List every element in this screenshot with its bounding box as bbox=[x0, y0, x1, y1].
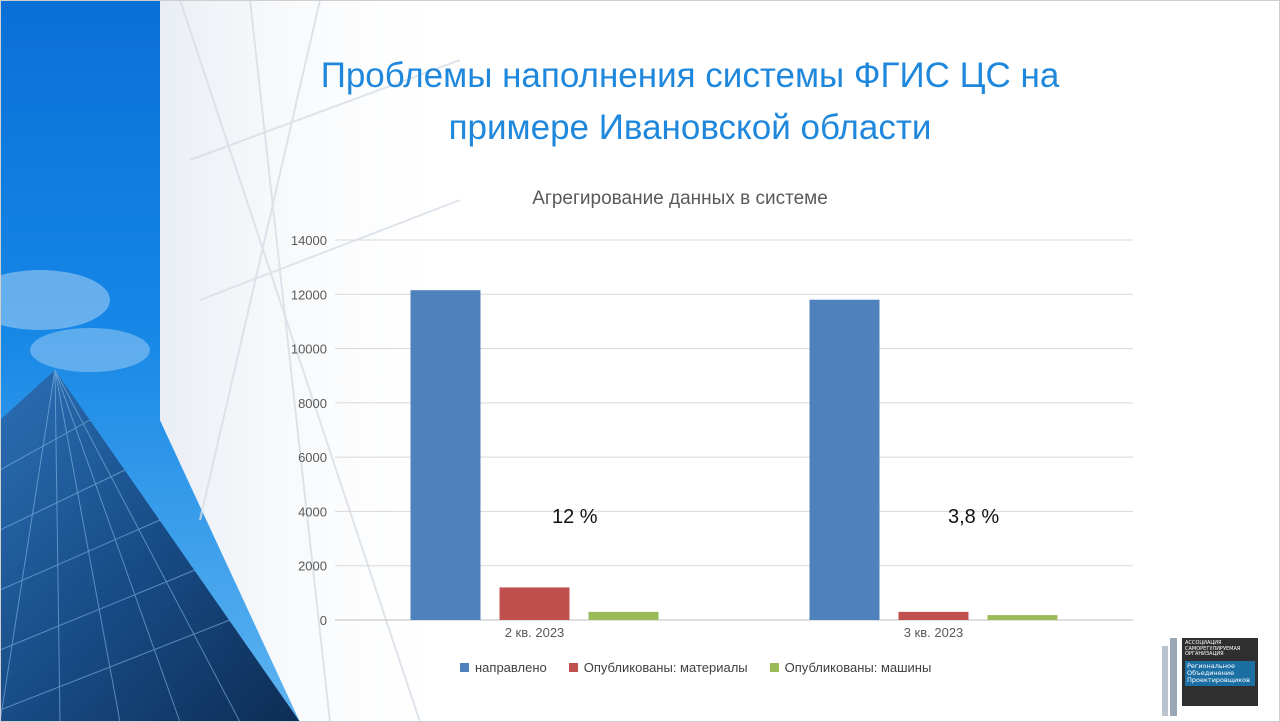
title-line-2: примере Ивановской области bbox=[448, 108, 932, 147]
logo-text-top: АССОЦИАЦИЯ САМОРЕГУЛИРУЕМАЯ ОРГАНИЗАЦИЯ bbox=[1182, 638, 1258, 658]
logo-line-6: Проектировщиков bbox=[1187, 675, 1250, 684]
y-tick-label: 10000 bbox=[291, 342, 327, 357]
legend-item-machines: Опубликованы: машины bbox=[769, 660, 932, 675]
y-tick-label: 8000 bbox=[298, 396, 327, 411]
annotation-q3: 3,8 % bbox=[948, 506, 1000, 528]
logo-line-5: Объединение bbox=[1187, 668, 1235, 677]
logo-text-main: Региональное Объединение Проектировщиков bbox=[1185, 660, 1255, 686]
legend-item-materials: Опубликованы: материалы bbox=[568, 660, 748, 675]
logo-building-icon bbox=[1162, 638, 1177, 716]
logo-line-3: ОРГАНИЗАЦИЯ bbox=[1185, 651, 1224, 657]
x-tick-label: 3 кв. 2023 bbox=[904, 625, 964, 640]
title-line-1: Проблемы наполнения системы ФГИС ЦС на bbox=[320, 56, 1060, 95]
logo-line-1: АССОЦИАЦИЯ bbox=[1185, 640, 1222, 646]
legend-item-napravleno: направлено bbox=[460, 660, 547, 675]
chart-legend: направлено Опубликованы: материалы Опубл… bbox=[460, 660, 980, 675]
background-decoration bbox=[0, 0, 470, 722]
legend-label-napravleno: направлено bbox=[475, 660, 547, 675]
legend-label-materials: Опубликованы: материалы bbox=[583, 660, 748, 675]
bar bbox=[987, 615, 1058, 620]
organization-logo: АССОЦИАЦИЯ САМОРЕГУЛИРУЕМАЯ ОРГАНИЗАЦИЯ … bbox=[1162, 636, 1262, 716]
x-tick-label: 2 кв. 2023 bbox=[505, 625, 565, 640]
legend-label-machines: Опубликованы: машины bbox=[784, 660, 932, 675]
bar bbox=[898, 611, 969, 620]
legend-swatch-napravleno bbox=[460, 663, 469, 672]
slide-title: Проблемы наполнения системы ФГИС ЦС на п… bbox=[240, 50, 1140, 154]
bar bbox=[499, 587, 570, 620]
y-tick-label: 2000 bbox=[298, 559, 327, 574]
annotation-q2: 12 % bbox=[552, 506, 598, 528]
y-tick-label: 14000 bbox=[291, 233, 327, 248]
y-tick-label: 0 bbox=[320, 613, 327, 628]
y-tick-label: 4000 bbox=[298, 504, 327, 519]
legend-swatch-machines bbox=[769, 663, 779, 672]
bar bbox=[809, 299, 880, 620]
logo-line-4: Региональное bbox=[1187, 661, 1235, 670]
bar bbox=[588, 611, 659, 620]
chart-title: Агрегирование данных в системе bbox=[532, 188, 828, 209]
legend-swatch-materials bbox=[568, 663, 578, 672]
logo-box: АССОЦИАЦИЯ САМОРЕГУЛИРУЕМАЯ ОРГАНИЗАЦИЯ … bbox=[1180, 636, 1260, 708]
logo-line-2: САМОРЕГУЛИРУЕМАЯ bbox=[1185, 645, 1241, 652]
y-tick-label: 12000 bbox=[291, 287, 327, 302]
y-tick-label: 6000 bbox=[298, 450, 327, 465]
bar bbox=[410, 290, 481, 620]
